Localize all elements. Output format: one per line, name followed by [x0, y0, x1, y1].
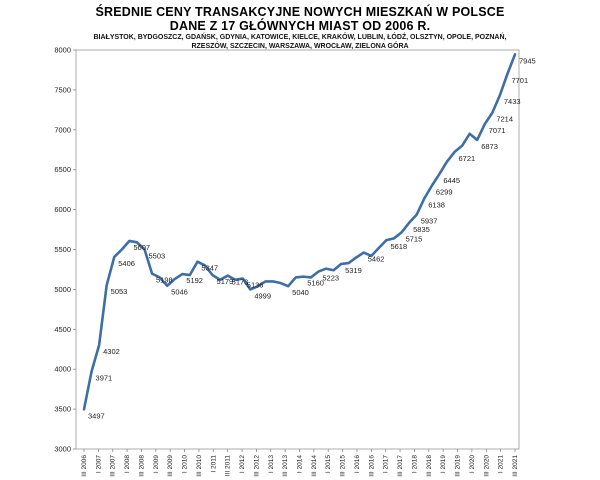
x-tick-label: I 2013 [268, 455, 275, 473]
data-label: 5040 [292, 288, 309, 297]
x-tick-label: I 2010 [182, 455, 189, 473]
data-label: 5406 [118, 259, 135, 268]
data-label: 5347 [201, 264, 218, 273]
x-tick-label: I 2012 [239, 455, 246, 473]
x-tick-label: III 2010 [196, 455, 203, 477]
y-tick-label: 3000 [54, 445, 71, 454]
data-label: 5835 [413, 225, 430, 234]
x-tick-label: I 2021 [498, 455, 505, 473]
cities-line-2: RZESZÓW, SZCZECIN, WARSZAWA, WROCŁAW, ZI… [191, 43, 409, 50]
data-label: 5046 [171, 288, 188, 297]
x-tick-label: I 2019 [440, 455, 447, 473]
x-tick-label: III 2012 [253, 455, 260, 477]
data-label: 4999 [254, 291, 271, 300]
y-tick-label: 5500 [54, 245, 71, 254]
y-tick-label: 4000 [54, 365, 71, 374]
y-tick-label: 6500 [54, 165, 71, 174]
series-line [82, 53, 517, 411]
chart-subtitle: DANE Z 17 GŁÓWNYCH MIAST OD 2006 R. [169, 19, 431, 33]
x-tick-label: III 2015 [340, 455, 347, 477]
x-tick-label: I 2016 [354, 455, 361, 473]
data-label: 5053 [111, 287, 128, 296]
x-tick-label: III 2016 [368, 455, 375, 477]
x-tick-label: I 2008 [124, 455, 131, 473]
x-tick-label: I 2011 [210, 455, 217, 473]
data-label: 5618 [390, 242, 407, 251]
y-tick-label: 7000 [54, 125, 71, 134]
x-tick-label: I 2009 [153, 455, 160, 473]
x-tick-label: I 2007 [95, 455, 102, 473]
x-tick-label: III 2008 [138, 455, 145, 477]
x-tick-label: III 2011 [225, 455, 232, 477]
x-tick-label: III 2009 [167, 455, 174, 477]
data-label: 5192 [186, 276, 203, 285]
x-tick-label: III 2018 [426, 455, 433, 477]
data-label: 5462 [368, 255, 385, 264]
x-tick-label: III 2021 [512, 455, 519, 477]
x-tick-label: I 2015 [325, 455, 332, 473]
chart-title: ŚREDNIE CENY TRANSAKCYJNE NOWYCH MIESZKA… [95, 5, 505, 19]
x-tick-label: III 2007 [110, 455, 117, 477]
data-label: 7701 [511, 76, 528, 85]
cities-line-1: BIAŁYSTOK, BYDGOSZCZ, GDAŃSK, GDYNIA, KA… [93, 34, 507, 41]
y-tick-label: 3500 [54, 405, 71, 414]
data-label: 5223 [322, 274, 339, 283]
y-tick-label: 8000 [54, 46, 71, 55]
data-label: 5937 [421, 217, 438, 226]
data-label: 3971 [96, 374, 113, 383]
data-label: 6873 [481, 142, 498, 151]
data-label: 7214 [496, 115, 513, 124]
data-label: 7945 [519, 56, 536, 65]
data-label: 6299 [436, 188, 453, 197]
y-tick-label: 6000 [54, 205, 71, 214]
data-label: 5136 [247, 281, 264, 290]
x-tick-label: III 2006 [81, 455, 88, 477]
x-tick-label: I 2017 [383, 455, 390, 473]
data-label: 5179 [217, 277, 234, 286]
data-label: 6445 [443, 176, 460, 185]
data-label: 6721 [459, 154, 476, 163]
data-label: 5198 [156, 276, 173, 285]
data-label: 5173 [232, 278, 249, 287]
x-tick-label: I 2014 [297, 455, 304, 473]
data-label: 5160 [307, 279, 324, 288]
x-tick-label: III 2019 [455, 455, 462, 477]
data-label: 5503 [148, 251, 165, 260]
x-tick-label: I 2018 [411, 455, 418, 473]
y-tick-label: 7500 [54, 85, 71, 94]
data-label: 7433 [504, 97, 521, 106]
y-tick-label: 5000 [54, 285, 71, 294]
data-label: 5715 [406, 234, 423, 243]
data-label: 4302 [103, 347, 120, 356]
x-tick-label: III 2020 [483, 455, 490, 477]
y-tick-label: 4500 [54, 325, 71, 334]
data-label: 5607 [133, 243, 150, 252]
data-label: 5319 [345, 266, 362, 275]
x-tick-label: III 2013 [282, 455, 289, 477]
data-label: 6138 [428, 201, 445, 210]
data-label: 3497 [88, 411, 105, 420]
data-label: 7071 [489, 126, 506, 135]
x-tick-label: III 2017 [397, 455, 404, 477]
x-tick-label: I 2020 [469, 455, 476, 473]
x-tick-label: III 2014 [311, 455, 318, 477]
